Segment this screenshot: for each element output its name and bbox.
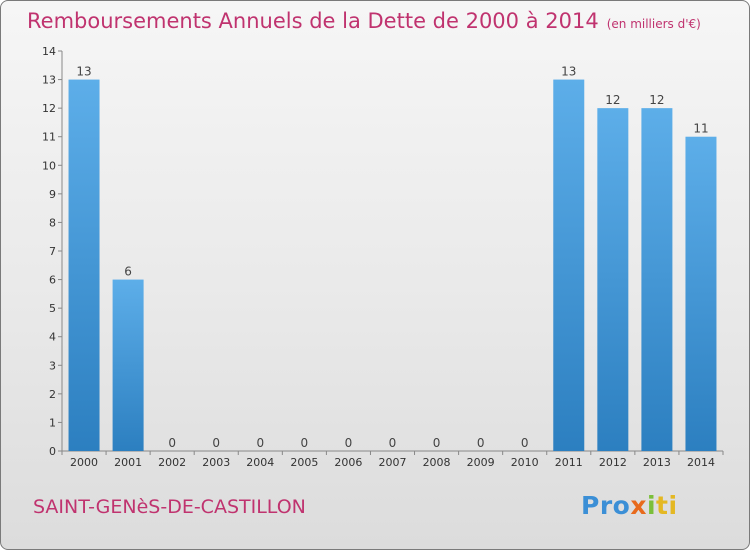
y-tick-label: 11 (42, 131, 56, 144)
data-label-2004: 0 (256, 436, 264, 450)
chart-unit: (en milliers d'€) (606, 17, 701, 31)
data-label-2006: 0 (345, 436, 353, 450)
bar-2001 (112, 279, 144, 451)
y-tick-label: 8 (49, 216, 56, 229)
data-label-2014: 11 (693, 122, 708, 136)
y-tick-label: 6 (49, 274, 56, 287)
logo-part-2: x (630, 491, 647, 520)
logo-part-4: ti (656, 491, 678, 520)
data-label-2013: 12 (649, 93, 664, 107)
data-label-2000: 13 (76, 65, 91, 79)
y-tick-label: 5 (49, 302, 56, 315)
data-label-2012: 12 (605, 93, 620, 107)
y-tick-label: 7 (49, 245, 56, 258)
x-tick-label-2004: 2004 (246, 456, 274, 469)
chart-title-text: Remboursements Annuels de la Dette de 20… (27, 9, 599, 33)
x-tick-label-2002: 2002 (158, 456, 186, 469)
y-tick-label: 3 (49, 359, 56, 372)
data-label-2009: 0 (477, 436, 485, 450)
x-tick-label-2010: 2010 (511, 456, 539, 469)
bar-2000 (68, 79, 100, 452)
data-label-2010: 0 (521, 436, 529, 450)
y-tick-label: 10 (42, 159, 56, 172)
x-tick-label-2012: 2012 (599, 456, 627, 469)
data-label-2002: 0 (168, 436, 176, 450)
y-tick-label: 12 (42, 102, 56, 115)
x-tick-label-2005: 2005 (290, 456, 318, 469)
commune-name: SAINT-GENèS-DE-CASTILLON (33, 496, 306, 518)
x-tick-label-2014: 2014 (687, 456, 715, 469)
x-tick-label-2009: 2009 (467, 456, 495, 469)
x-tick-label-2001: 2001 (114, 456, 142, 469)
data-label-2001: 6 (124, 265, 132, 279)
data-label-2003: 0 (212, 436, 220, 450)
data-label-2008: 0 (433, 436, 441, 450)
y-tick-label: 1 (49, 416, 56, 429)
logo-part-3: i (646, 491, 657, 520)
x-tick-label-2000: 2000 (70, 456, 98, 469)
x-tick-label-2007: 2007 (379, 456, 407, 469)
x-tick-label-2013: 2013 (643, 456, 671, 469)
y-tick-label: 4 (49, 331, 56, 344)
bar-2013 (641, 108, 673, 452)
x-tick-label-2011: 2011 (555, 456, 583, 469)
y-tick-label: 14 (42, 45, 56, 58)
y-tick-label: 2 (49, 388, 56, 401)
y-tick-label: 0 (49, 445, 56, 458)
chart-title: Remboursements Annuels de la Dette de 20… (27, 9, 701, 33)
y-tick-label: 9 (49, 188, 56, 201)
bar-2011 (553, 79, 585, 452)
bar-2012 (597, 108, 629, 452)
data-label-2007: 0 (389, 436, 397, 450)
x-tick-label-2008: 2008 (423, 456, 451, 469)
logo-part-1: Pro (581, 491, 631, 520)
proxiti-logo[interactable]: Proxiti (581, 491, 678, 520)
data-label-2005: 0 (301, 436, 309, 450)
bar-2014 (685, 136, 717, 451)
bars (68, 79, 717, 452)
data-label-2011: 13 (561, 65, 576, 79)
y-tick-label: 13 (42, 74, 56, 87)
x-tick-label-2006: 2006 (334, 456, 362, 469)
data-labels: 13 6 0 0 0 0 0 0 0 0 0 13 12 12 11 (76, 65, 708, 450)
x-tick-label-2003: 2003 (202, 456, 230, 469)
